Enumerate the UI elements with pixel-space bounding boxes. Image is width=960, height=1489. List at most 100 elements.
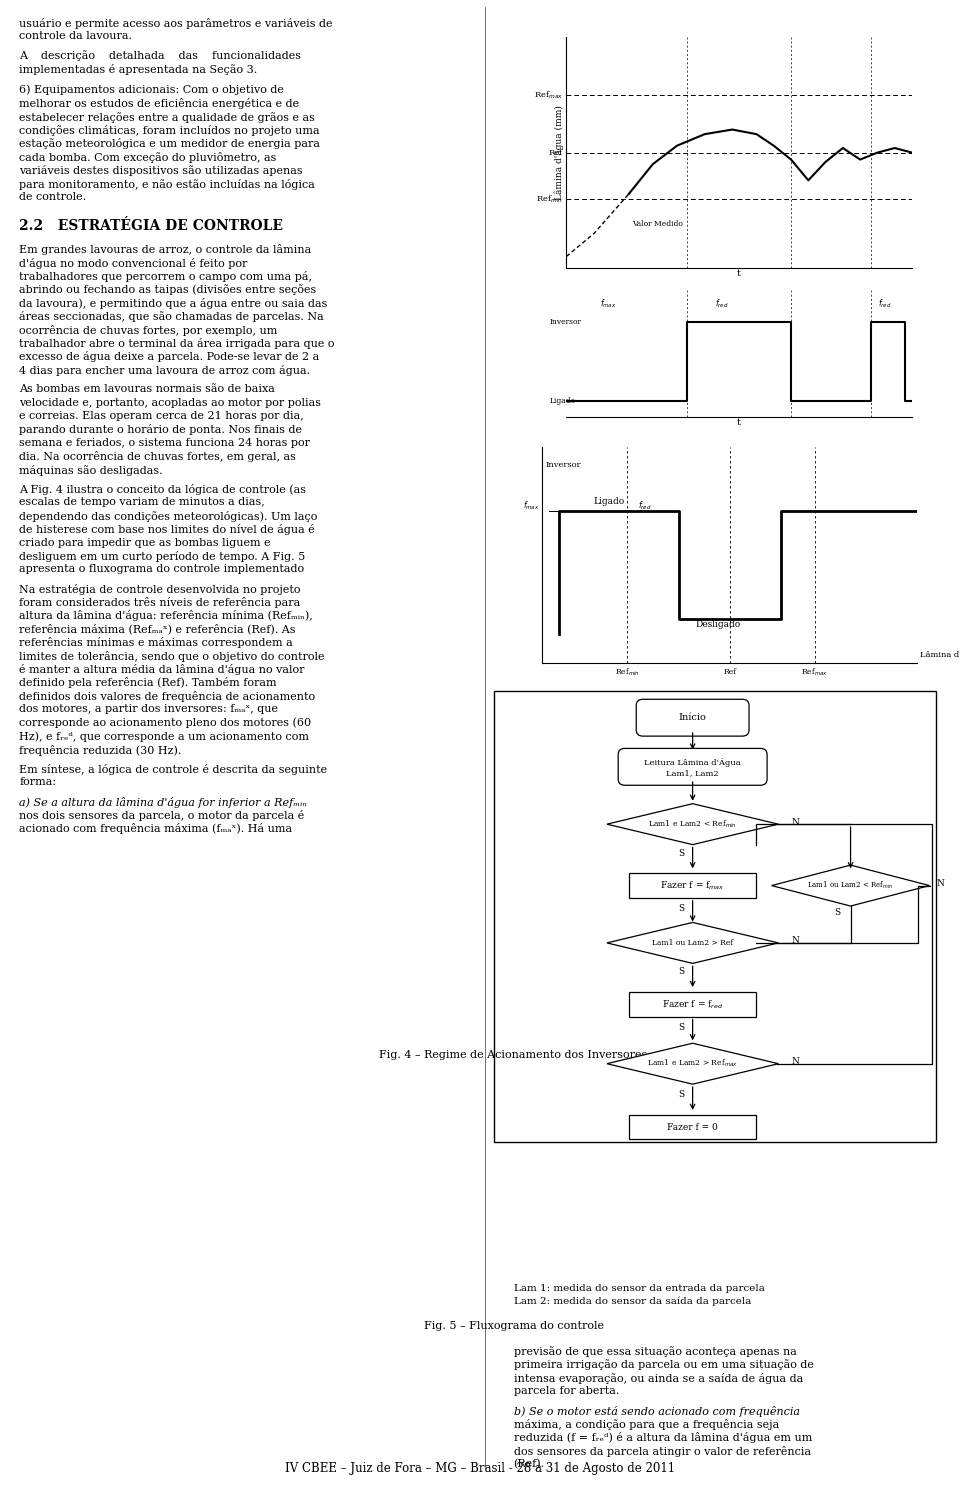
- Text: dependendo das condições meteorológicas). Um laço: dependendo das condições meteorológicas)…: [19, 511, 318, 521]
- Text: Fig. 4 – Regime de Acionamento dos Inversores: Fig. 4 – Regime de Acionamento dos Inver…: [379, 1050, 648, 1060]
- Text: Ref$_{max}$: Ref$_{max}$: [802, 666, 828, 677]
- Text: Lâmina d'água (mm): Lâmina d'água (mm): [921, 651, 960, 660]
- Text: foram considerados três níveis de referência para: foram considerados três níveis de referê…: [19, 597, 300, 608]
- Bar: [630, 992, 756, 1017]
- Text: Em grandes lavouras de arroz, o controle da lâmina: Em grandes lavouras de arroz, o controle…: [19, 244, 311, 255]
- Text: N: N: [792, 1057, 800, 1066]
- Text: Ref$_{min}$: Ref$_{min}$: [536, 194, 563, 204]
- Text: acionado com frequência máxima (fₘₐˣ). Há uma: acionado com frequência máxima (fₘₐˣ). H…: [19, 823, 293, 834]
- Text: abrindo ou fechando as taipas (divisões entre seções: abrindo ou fechando as taipas (divisões …: [19, 284, 317, 295]
- Text: Ligado: Ligado: [549, 398, 575, 405]
- Text: Fazer f = 0: Fazer f = 0: [667, 1123, 718, 1132]
- Text: Início: Início: [679, 713, 707, 722]
- Text: $f_{max}$: $f_{max}$: [600, 298, 616, 310]
- Bar: [630, 873, 756, 898]
- Polygon shape: [607, 922, 779, 963]
- Text: 6) Equipamentos adicionais: Com o objetivo de: 6) Equipamentos adicionais: Com o objeti…: [19, 85, 284, 95]
- Text: Ref$_{max}$: Ref$_{max}$: [534, 89, 563, 101]
- Text: controle da lavoura.: controle da lavoura.: [19, 31, 132, 42]
- Text: Fazer f = f$_{red}$: Fazer f = f$_{red}$: [662, 998, 723, 1011]
- Text: estação meteorológica e um medidor de energia para: estação meteorológica e um medidor de en…: [19, 138, 321, 149]
- Text: criado para impedir que as bombas liguem e: criado para impedir que as bombas liguem…: [19, 538, 271, 548]
- Bar: [630, 1115, 756, 1139]
- Text: N: N: [792, 937, 800, 946]
- Text: de controle.: de controle.: [19, 192, 86, 203]
- Text: $f_{red}$: $f_{red}$: [637, 500, 651, 512]
- Text: usuário e permite acesso aos parâmetros e variáveis de: usuário e permite acesso aos parâmetros …: [19, 18, 333, 28]
- Text: Inversor: Inversor: [546, 462, 582, 469]
- Text: IV CBEE – Juiz de Fora – MG – Brasil - 28 a 31 de Agosto de 2011: IV CBEE – Juiz de Fora – MG – Brasil - 2…: [285, 1462, 675, 1476]
- Text: Na estratégia de controle desenvolvida no projeto: Na estratégia de controle desenvolvida n…: [19, 584, 300, 594]
- Text: máxima, a condição para que a frequência seja: máxima, a condição para que a frequência…: [514, 1419, 779, 1429]
- Text: referência máxima (Refₘₐˣ) e referência (Ref). As: referência máxima (Refₘₐˣ) e referência …: [19, 624, 296, 634]
- Text: velocidade e, portanto, acopladas ao motor por polias: velocidade e, portanto, acopladas ao mot…: [19, 398, 322, 408]
- Text: variáveis destes dispositivos são utilizadas apenas: variáveis destes dispositivos são utiliz…: [19, 165, 302, 176]
- Text: Valor Medido: Valor Medido: [632, 220, 683, 228]
- Text: b) Se o motor está sendo acionado com frequência: b) Se o motor está sendo acionado com fr…: [514, 1406, 800, 1416]
- Text: dos motores, a partir dos inversores: fₘₐˣ, que: dos motores, a partir dos inversores: fₘ…: [19, 704, 278, 715]
- Text: definidos dois valores de frequência de acionamento: definidos dois valores de frequência de …: [19, 691, 315, 701]
- Polygon shape: [772, 865, 929, 905]
- Text: implementadas é apresentada na Seção 3.: implementadas é apresentada na Seção 3.: [19, 64, 257, 74]
- Text: Lam1 e Lam2 > Ref$_{max}$: Lam1 e Lam2 > Ref$_{max}$: [647, 1059, 738, 1069]
- Text: melhorar os estudos de eficiência energética e de: melhorar os estudos de eficiência energé…: [19, 98, 300, 109]
- Text: S: S: [679, 968, 684, 977]
- Text: Ref$_{min}$: Ref$_{min}$: [615, 666, 640, 677]
- Text: Ligado: Ligado: [593, 497, 625, 506]
- Text: N: N: [792, 817, 800, 826]
- Text: Lam1 ou Lam2 < Ref$_{min}$: Lam1 ou Lam2 < Ref$_{min}$: [807, 880, 894, 892]
- Text: para monitoramento, e não estão incluídas na lógica: para monitoramento, e não estão incluída…: [19, 179, 315, 189]
- Text: previsão de que essa situação aconteça apenas na: previsão de que essa situação aconteça a…: [514, 1346, 797, 1356]
- Text: S: S: [834, 908, 840, 917]
- Text: Inversor: Inversor: [549, 319, 581, 326]
- Text: primeira irrigação da parcela ou em uma situação de: primeira irrigação da parcela ou em uma …: [514, 1359, 813, 1370]
- Text: As bombas em lavouras normais são de baixa: As bombas em lavouras normais são de bai…: [19, 384, 276, 395]
- Text: A Fig. 4 ilustra o conceito da lógica de controle (as: A Fig. 4 ilustra o conceito da lógica de…: [19, 484, 306, 494]
- Text: Ref: Ref: [723, 669, 736, 676]
- Text: parcela for aberta.: parcela for aberta.: [514, 1386, 619, 1397]
- Text: $f_{red}$: $f_{red}$: [715, 298, 729, 310]
- Text: A    descrição    detalhada    das    funcionalidades: A descrição detalhada das funcionalidade…: [19, 51, 301, 61]
- Text: reduzida (f = fᵣₑᵈ) é a altura da lâmina d'água em um: reduzida (f = fᵣₑᵈ) é a altura da lâmina…: [514, 1432, 812, 1443]
- Text: intensa evaporação, ou ainda se a saída de água da: intensa evaporação, ou ainda se a saída …: [514, 1373, 803, 1383]
- Polygon shape: [607, 804, 779, 844]
- Polygon shape: [607, 1044, 779, 1084]
- Text: trabalhadores que percorrem o campo com uma pá,: trabalhadores que percorrem o campo com …: [19, 271, 312, 281]
- FancyBboxPatch shape: [636, 700, 749, 736]
- Text: e correias. Elas operam cerca de 21 horas por dia,: e correias. Elas operam cerca de 21 hora…: [19, 411, 304, 421]
- X-axis label: t: t: [737, 270, 741, 278]
- Text: máquinas são desligadas.: máquinas são desligadas.: [19, 465, 163, 475]
- Text: cada bomba. Com exceção do pluviômetro, as: cada bomba. Com exceção do pluviômetro, …: [19, 152, 276, 162]
- Text: forma:: forma:: [19, 777, 57, 788]
- X-axis label: t: t: [737, 418, 741, 427]
- Text: corresponde ao acionamento pleno dos motores (60: corresponde ao acionamento pleno dos mot…: [19, 718, 311, 728]
- Bar: [494, 691, 936, 1142]
- Text: trabalhador abre o terminal da área irrigada para que o: trabalhador abre o terminal da área irri…: [19, 338, 335, 348]
- Text: 4 dias para encher uma lavoura de arroz com água.: 4 dias para encher uma lavoura de arroz …: [19, 365, 310, 375]
- Text: é manter a altura média da lâmina d'água no valor: é manter a altura média da lâmina d'água…: [19, 664, 304, 675]
- Text: S: S: [679, 904, 684, 913]
- Text: apresenta o fluxograma do controle implementado: apresenta o fluxograma do controle imple…: [19, 564, 304, 575]
- Text: d'água no modo convencional é feito por: d'água no modo convencional é feito por: [19, 258, 248, 268]
- Text: frequência reduzida (30 Hz).: frequência reduzida (30 Hz).: [19, 744, 181, 755]
- Text: N: N: [936, 879, 945, 887]
- Text: S: S: [679, 1090, 684, 1099]
- Text: 2.2   ESTRATÉGIA DE CONTROLE: 2.2 ESTRATÉGIA DE CONTROLE: [19, 219, 283, 232]
- Text: S: S: [679, 1023, 684, 1032]
- Text: limites de tolerância, sendo que o objetivo do controle: limites de tolerância, sendo que o objet…: [19, 651, 324, 661]
- Text: Lam 1: medida do sensor da entrada da parcela: Lam 1: medida do sensor da entrada da pa…: [514, 1284, 764, 1292]
- Text: dos sensores da parcela atingir o valor de referência: dos sensores da parcela atingir o valor …: [514, 1446, 811, 1456]
- Text: Lam 2: medida do sensor da saída da parcela: Lam 2: medida do sensor da saída da parc…: [514, 1297, 751, 1306]
- Text: a) Se a altura da lâmina d'água for inferior a Refₘᵢₙ: a) Se a altura da lâmina d'água for infe…: [19, 797, 307, 807]
- Text: desliguem em um curto período de tempo. A Fig. 5: desliguem em um curto período de tempo. …: [19, 551, 305, 561]
- Text: (Ref).: (Ref).: [514, 1459, 544, 1470]
- Text: semana e feriados, o sistema funciona 24 horas por: semana e feriados, o sistema funciona 24…: [19, 438, 310, 448]
- Y-axis label: Lâmina d'água (mm): Lâmina d'água (mm): [554, 106, 564, 200]
- Text: nos dois sensores da parcela, o motor da parcela é: nos dois sensores da parcela, o motor da…: [19, 810, 304, 820]
- Text: Leitura Lâmina d'Água: Leitura Lâmina d'Água: [644, 758, 741, 767]
- Text: Lam1 ou Lam2 > Ref: Lam1 ou Lam2 > Ref: [652, 940, 733, 947]
- Text: Fazer f = f$_{max}$: Fazer f = f$_{max}$: [660, 880, 725, 892]
- Text: parando durante o horário de ponta. Nos finais de: parando durante o horário de ponta. Nos …: [19, 424, 302, 435]
- Text: $f_{max}$: $f_{max}$: [522, 500, 539, 512]
- Text: estabelecer relações entre a qualidade de grãos e as: estabelecer relações entre a qualidade d…: [19, 112, 315, 122]
